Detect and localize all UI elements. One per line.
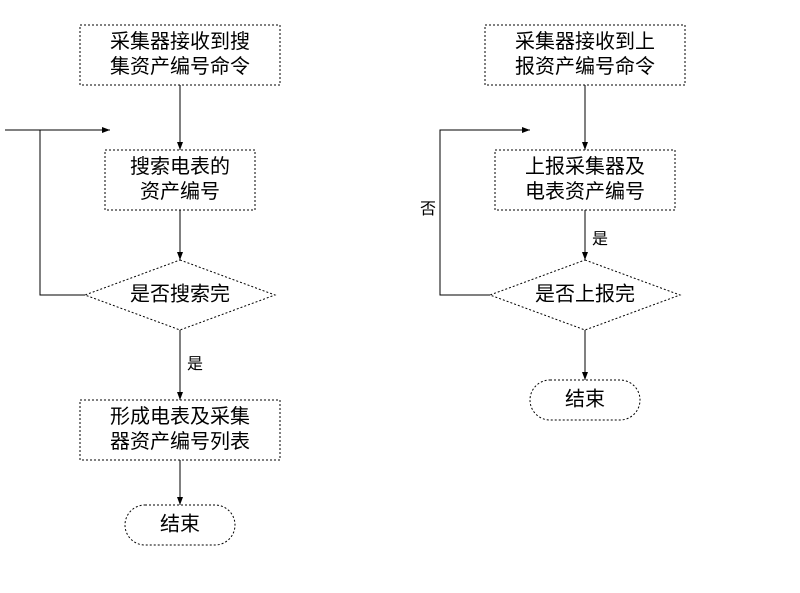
flowcharts-canvas: 是采集器接收到搜集资产编号命令搜索电表的资产编号是否搜索完形成电表及采集器资产编…	[0, 0, 800, 593]
left-node-l5-line0: 结束	[160, 512, 200, 535]
left-edge-2-label: 是	[187, 356, 203, 373]
right-node-r3: 是否上报完	[490, 260, 680, 330]
left-node-l2: 搜索电表的资产编号	[105, 150, 255, 210]
left-node-l1-line0: 采集器接收到搜	[110, 30, 250, 53]
right-node-r1-line0: 采集器接收到上	[515, 30, 655, 53]
left-node-l2-line1: 资产编号	[140, 180, 220, 203]
left-node-l3: 是否搜索完	[85, 260, 275, 330]
left-node-l5: 结束	[125, 505, 235, 545]
left-node-l4-line0: 形成电表及采集	[110, 405, 250, 428]
left-node-l4: 形成电表及采集器资产编号列表	[80, 400, 280, 460]
right-edge-1-label: 是	[592, 231, 608, 248]
left-node-l4-line1: 器资产编号列表	[110, 430, 250, 453]
left-node-l1: 采集器接收到搜集资产编号命令	[80, 25, 280, 85]
left-node-l3-line0: 是否搜索完	[130, 282, 230, 305]
right-edge-3-label: 否	[420, 201, 436, 218]
left-node-l2-line0: 搜索电表的	[130, 155, 230, 178]
right-node-r4: 结束	[530, 380, 640, 420]
left-edge-5	[40, 130, 110, 295]
right-node-r3-line0: 是否上报完	[535, 282, 635, 305]
right-node-r2: 上报采集器及电表资产编号	[495, 150, 675, 210]
right-node-r2-line1: 电表资产编号	[525, 180, 645, 203]
right-node-r2-line0: 上报采集器及	[525, 155, 645, 178]
left-node-l1-line1: 集资产编号命令	[110, 55, 250, 78]
right-node-r1: 采集器接收到上报资产编号命令	[485, 25, 685, 85]
right-node-r1-line1: 报资产编号命令	[515, 55, 655, 78]
right-node-r4-line0: 结束	[565, 387, 605, 410]
